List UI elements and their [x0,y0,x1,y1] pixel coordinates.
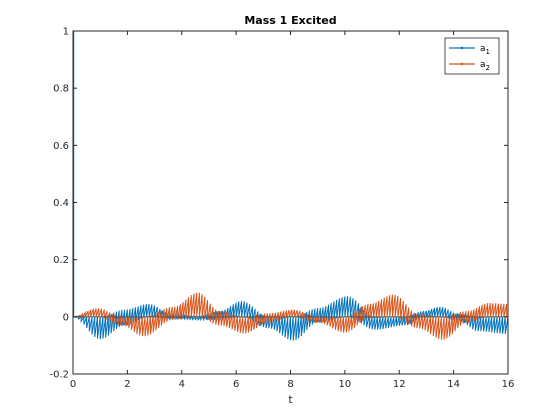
y-tick-label: 0.4 [53,198,69,209]
y-tick-label: 0 [63,312,69,323]
legend-marker-a1 [460,46,464,50]
y-tick-label: 0.8 [53,84,69,95]
chart-title: Mass 1 Excited [244,14,336,27]
y-axis: -0.2 0 0.2 0.4 0.6 0.8 1 [49,27,508,381]
legend-marker-a2 [460,62,464,66]
legend-box [444,37,500,75]
x-tick-label: 16 [502,379,515,390]
series-line-a1 [73,296,509,341]
legend: a1 a2 [444,37,500,75]
legend-entry-a2: a2 [449,60,490,72]
x-axis-label: t [288,393,293,406]
legend-label-a1: a1 [480,44,490,56]
x-tick-label: 14 [447,379,460,390]
x-tick-label: 8 [287,379,293,390]
x-tick-label: 2 [124,379,130,390]
series-line-a2 [73,292,508,340]
y-tick-label: -0.2 [49,370,69,381]
x-tick-label: 0 [70,379,76,390]
x-axis: 0 2 4 6 8 10 12 14 16 [70,31,515,390]
x-tick-label: 4 [179,379,185,390]
x-tick-label: 12 [393,379,406,390]
y-tick-label: 0.2 [53,255,69,266]
y-tick-label: 1 [63,27,69,38]
legend-label-a2: a2 [480,60,490,72]
series-a2 [73,292,508,340]
y-tick-label: 0.6 [53,141,69,152]
plot-area [72,31,509,374]
x-tick-label: 6 [233,379,239,390]
legend-entry-a1: a1 [449,44,490,56]
x-tick-label: 10 [339,379,352,390]
